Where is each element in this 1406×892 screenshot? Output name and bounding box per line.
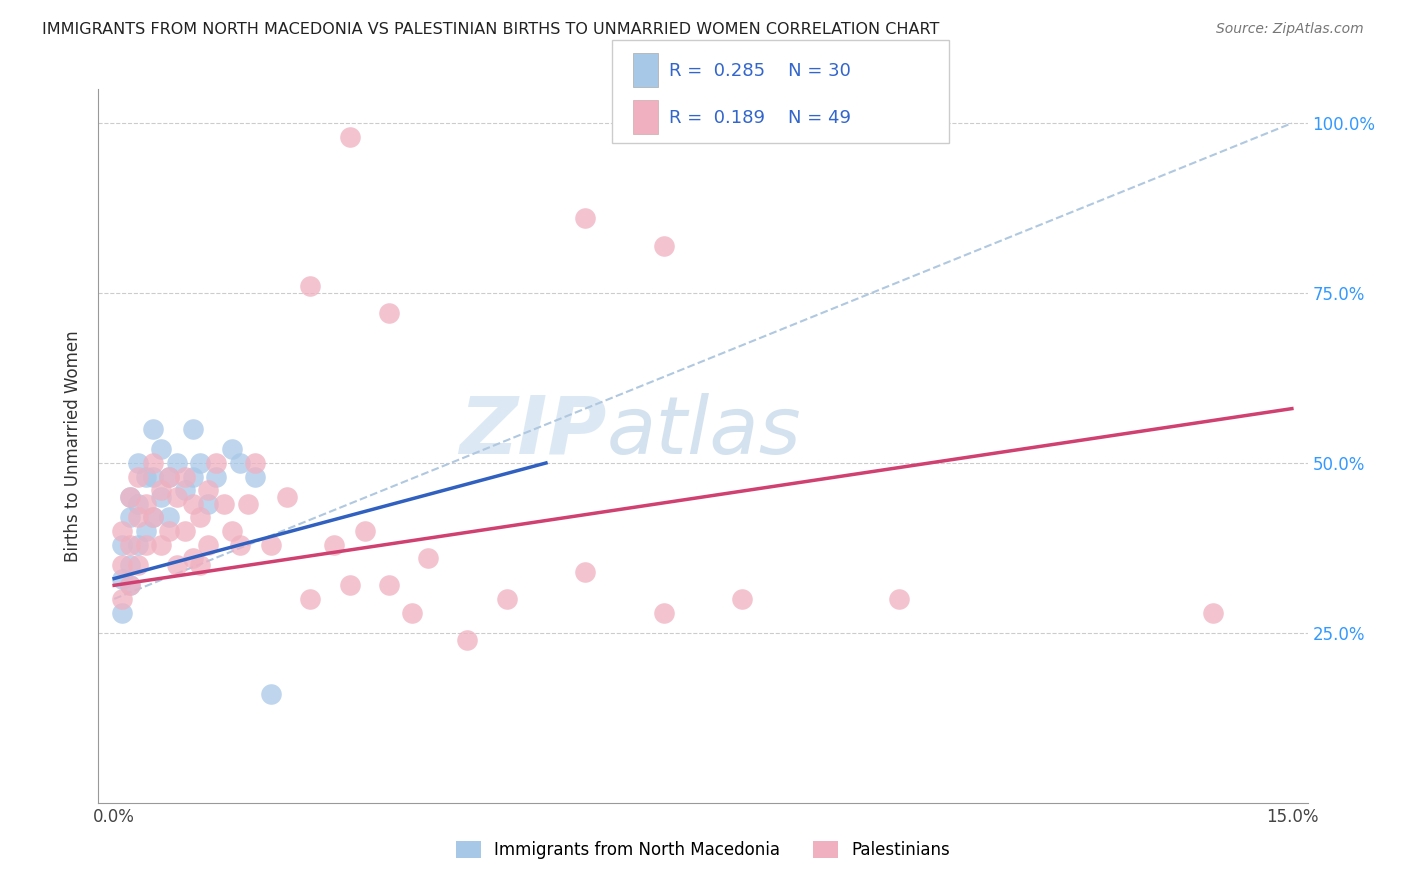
Point xyxy=(135,497,157,511)
Text: R =  0.285    N = 30: R = 0.285 N = 30 xyxy=(669,62,851,79)
Point xyxy=(245,456,267,470)
Point xyxy=(889,591,911,606)
Point xyxy=(652,238,675,252)
Point xyxy=(150,490,173,504)
Y-axis label: Births to Unmarried Women: Births to Unmarried Women xyxy=(65,330,83,562)
Point xyxy=(173,524,195,538)
Text: Source: ZipAtlas.com: Source: ZipAtlas.com xyxy=(1216,22,1364,37)
Point xyxy=(181,469,204,483)
Point xyxy=(401,606,423,620)
Point xyxy=(418,551,440,566)
Point xyxy=(157,469,180,483)
Point xyxy=(150,483,173,498)
Point xyxy=(142,422,165,436)
Point xyxy=(181,422,204,436)
Point xyxy=(142,469,165,483)
Point xyxy=(221,524,243,538)
Point xyxy=(142,510,165,524)
Point xyxy=(236,497,259,511)
Point xyxy=(111,524,134,538)
Point xyxy=(205,469,228,483)
Point xyxy=(212,497,235,511)
Point xyxy=(111,591,134,606)
Point xyxy=(190,510,212,524)
Text: atlas: atlas xyxy=(606,392,801,471)
Point xyxy=(127,558,149,572)
Point xyxy=(229,537,252,551)
Point xyxy=(260,537,283,551)
Point xyxy=(157,510,180,524)
Point xyxy=(495,591,517,606)
Point xyxy=(260,687,283,701)
Point xyxy=(111,537,134,551)
Point xyxy=(135,469,157,483)
Point xyxy=(127,497,149,511)
Point xyxy=(456,632,478,647)
Point xyxy=(118,558,141,572)
Point xyxy=(173,483,195,498)
Point xyxy=(652,606,675,620)
Point xyxy=(197,497,219,511)
Point xyxy=(118,490,141,504)
Text: R =  0.189    N = 49: R = 0.189 N = 49 xyxy=(669,109,851,127)
Point xyxy=(157,469,180,483)
Point xyxy=(111,572,134,586)
Point xyxy=(157,524,180,538)
Point xyxy=(127,537,149,551)
Point xyxy=(574,211,596,226)
Point xyxy=(142,510,165,524)
Point xyxy=(245,469,267,483)
Point xyxy=(118,578,141,592)
Point xyxy=(118,510,141,524)
Point xyxy=(197,537,219,551)
Point xyxy=(127,456,149,470)
Point xyxy=(354,524,377,538)
Text: IMMIGRANTS FROM NORTH MACEDONIA VS PALESTINIAN BIRTHS TO UNMARRIED WOMEN CORRELA: IMMIGRANTS FROM NORTH MACEDONIA VS PALES… xyxy=(42,22,939,37)
Point xyxy=(142,456,165,470)
Point xyxy=(299,279,322,293)
Text: ZIP: ZIP xyxy=(458,392,606,471)
Point xyxy=(276,490,298,504)
Point xyxy=(173,469,195,483)
Point xyxy=(135,524,157,538)
Point xyxy=(118,578,141,592)
Point xyxy=(150,537,173,551)
Point xyxy=(166,558,188,572)
Point xyxy=(118,537,141,551)
Point xyxy=(339,129,361,144)
Point xyxy=(378,578,401,592)
Point xyxy=(229,456,252,470)
Point xyxy=(190,456,212,470)
Point xyxy=(205,456,228,470)
Point xyxy=(323,537,346,551)
Point xyxy=(190,558,212,572)
Point xyxy=(118,490,141,504)
Point xyxy=(221,442,243,457)
Point xyxy=(197,483,219,498)
Point xyxy=(574,565,596,579)
Point xyxy=(339,578,361,592)
Point xyxy=(166,490,188,504)
Point xyxy=(135,537,157,551)
Point xyxy=(181,497,204,511)
Point xyxy=(150,442,173,457)
Point xyxy=(299,591,322,606)
Point xyxy=(181,551,204,566)
Point xyxy=(731,591,754,606)
Point xyxy=(166,456,188,470)
Point xyxy=(1202,606,1225,620)
Point xyxy=(111,558,134,572)
Point xyxy=(378,306,401,320)
Legend: Immigrants from North Macedonia, Palestinians: Immigrants from North Macedonia, Palesti… xyxy=(456,840,950,859)
Point xyxy=(127,510,149,524)
Point xyxy=(111,606,134,620)
Point xyxy=(127,469,149,483)
